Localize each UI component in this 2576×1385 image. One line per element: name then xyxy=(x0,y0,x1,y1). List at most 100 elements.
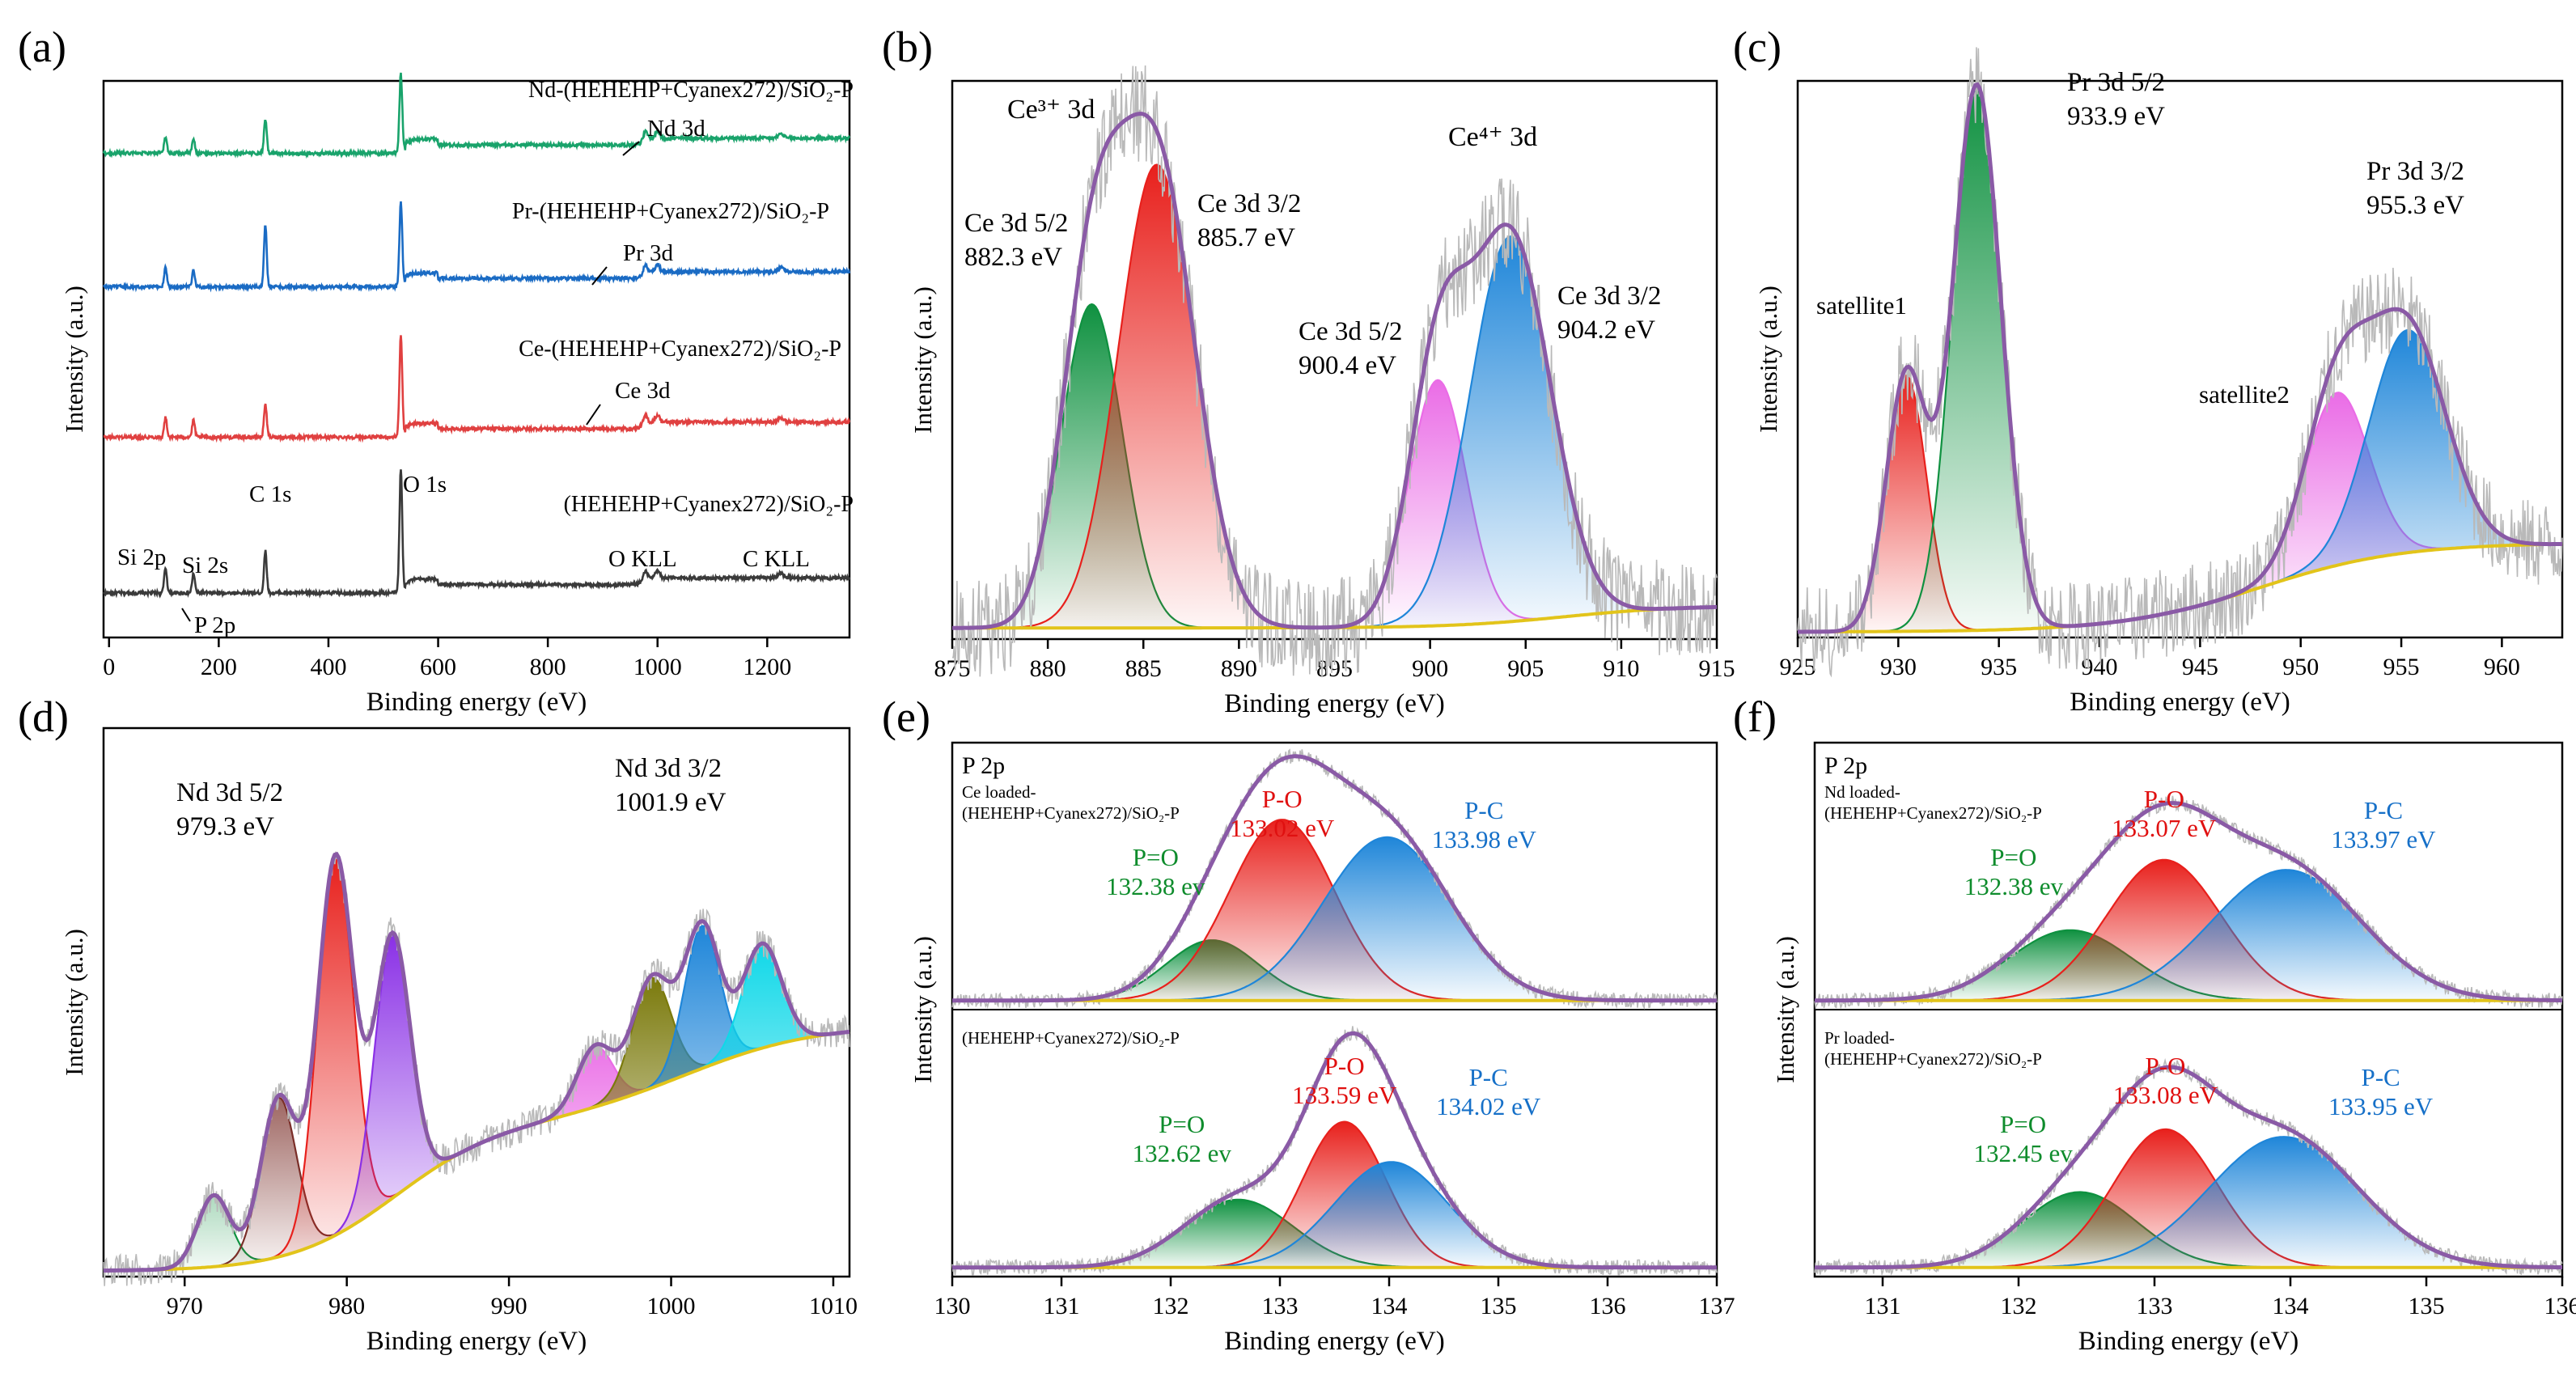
plot-frame xyxy=(102,726,851,1278)
annotation-arrow xyxy=(591,266,608,286)
panel-label-b: (b) xyxy=(882,23,933,71)
peak-annotation: C KLL xyxy=(743,546,810,572)
subplot-title: P 2p xyxy=(962,752,1005,779)
x-axis-label: Binding energy (eV) xyxy=(2070,688,2290,717)
component-name: P-O xyxy=(1324,1052,1365,1080)
component-fill-1 xyxy=(952,1121,1717,1268)
panel-label-f: (f) xyxy=(1733,692,1777,741)
peak-annotation: C 1s xyxy=(249,481,291,507)
x-tick-label: 135 xyxy=(1481,1293,1517,1319)
envelope-line xyxy=(952,112,1717,630)
x-tick-label: 1200 xyxy=(743,654,791,680)
component-fill-1 xyxy=(952,164,1717,629)
panel-label-c: (c) xyxy=(1733,23,1782,71)
component-name: P=O xyxy=(2000,1110,2046,1138)
panel-c: (c) 925 930 935 940 945 950 955 960 Binding energ… xyxy=(1733,23,2564,717)
y-axis-label: Intensity (a.u.) xyxy=(1754,286,1782,433)
envelope-line xyxy=(104,851,850,1273)
series-line-0 xyxy=(102,469,851,599)
x-tick-label: 955 xyxy=(2383,654,2420,680)
x-tick-label: 970 xyxy=(167,1293,203,1319)
x-tick-label: 905 xyxy=(1507,655,1544,682)
component-name: P=O xyxy=(1133,843,1179,871)
component-fill-2 xyxy=(1815,870,2562,1001)
peak-annotation: Ce 3d xyxy=(615,378,671,404)
x-tick-label: 137 xyxy=(1699,1293,1735,1319)
x-tick-label: 875 xyxy=(934,655,971,682)
x-tick-label: 600 xyxy=(420,654,456,680)
y-axis-label: Intensity (a.u.) xyxy=(909,286,937,434)
series-label: Nd-(HEHEHP+Cyanex272)/SiO₂-P xyxy=(528,78,854,103)
component-value: 132.38 ev xyxy=(1964,872,2064,900)
component-fill-1 xyxy=(104,1031,849,1271)
x-tick-label: 200 xyxy=(201,654,237,680)
envelope-line xyxy=(952,754,1717,1003)
plot-frame xyxy=(1796,79,2564,639)
component-name: P-C xyxy=(1469,1063,1508,1091)
peak-label: 885.7 eV xyxy=(1197,223,1295,252)
peak-annotation: Si 2s xyxy=(182,553,228,578)
component-fill-0 xyxy=(1798,375,2562,632)
x-tick-label: 400 xyxy=(310,654,346,680)
panel-f: (f) 131 132 133 134 135 136 Binding energy (eV)… xyxy=(1733,692,2576,1356)
component-value: 132.38 ev xyxy=(1106,872,1205,900)
x-axis-label: Binding energy (eV) xyxy=(366,688,587,717)
x-tick-label: 134 xyxy=(2273,1293,2309,1319)
label-ce4: Ce⁴⁺ 3d xyxy=(1448,122,1537,152)
x-tick-label: 910 xyxy=(1603,655,1639,682)
component-value: 133.98 eV xyxy=(1432,825,1537,853)
panel-label-e: (e) xyxy=(882,692,930,741)
x-tick-label: 131 xyxy=(1044,1293,1080,1319)
x-axis-label: Binding energy (eV) xyxy=(366,1327,587,1356)
peak-label: 979.3 eV xyxy=(176,812,274,841)
x-tick-label: 130 xyxy=(934,1293,971,1319)
peak-label: Ce 3d 3/2 xyxy=(1557,282,1661,311)
peak-annotation: P 2p xyxy=(194,612,235,638)
y-axis-label: Intensity (a.u.) xyxy=(60,929,88,1076)
x-tick-label: 935 xyxy=(1981,654,2017,680)
sample-label: (HEHEHP+Cyanex272)/SiO₂-P xyxy=(1824,1049,2042,1069)
component-fill-0 xyxy=(1815,1192,2562,1268)
x-tick-label: 880 xyxy=(1030,655,1066,682)
x-tick-label: 0 xyxy=(103,654,115,680)
plot-frame xyxy=(102,79,851,639)
component-name: P=O xyxy=(1990,843,2036,871)
x-axis-label: Binding energy (eV) xyxy=(1224,689,1445,718)
x-tick-label: 885 xyxy=(1125,655,1162,682)
x-tick-label: 925 xyxy=(1780,654,1816,680)
component-name: P-O xyxy=(2144,785,2184,813)
x-tick-label: 136 xyxy=(1590,1293,1626,1319)
annotation-arrow xyxy=(586,404,601,426)
x-tick-label: 980 xyxy=(328,1293,365,1319)
component-value: 133.97 eV xyxy=(2331,825,2436,853)
component-name: P-C xyxy=(2361,1063,2400,1091)
x-tick-label: 960 xyxy=(2484,654,2520,680)
x-tick-label: 900 xyxy=(1412,655,1448,682)
series-label: (HEHEHP+Cyanex272)/SiO₂-P xyxy=(564,492,854,517)
x-tick-label: 132 xyxy=(2001,1293,2037,1319)
x-tick-label: 950 xyxy=(2282,654,2319,680)
component-fill-1 xyxy=(1815,1129,2562,1268)
component-value: 133.95 eV xyxy=(2328,1092,2434,1120)
subplot-title: P 2p xyxy=(1824,752,1867,779)
x-axis-label: Binding energy (eV) xyxy=(2078,1327,2299,1356)
sample-label: (HEHEHP+Cyanex272)/SiO₂-P xyxy=(962,1028,1180,1048)
x-tick-label: 1000 xyxy=(633,654,682,680)
panel-e: (e) 130 131 132 133 134 135 136 137 Binding energ… xyxy=(882,692,1735,1356)
component-name: P-O xyxy=(1262,785,1303,813)
x-tick-label: 1000 xyxy=(647,1293,696,1319)
panel-a: (a) 0 200 400 600 800 1000 1200 Binding energy (… xyxy=(18,23,854,717)
peak-label: Ce 3d 5/2 xyxy=(964,209,1068,238)
component-name: P=O xyxy=(1159,1110,1205,1138)
peak-label: Nd 3d 3/2 xyxy=(615,754,722,783)
x-tick-label: 945 xyxy=(2182,654,2218,680)
x-axis-label: Binding energy (eV) xyxy=(1224,1327,1445,1356)
label-ce3: Ce³⁺ 3d xyxy=(1007,95,1095,125)
series-line-2 xyxy=(103,201,851,293)
component-value: 132.62 ev xyxy=(1133,1139,1232,1167)
x-tick-label: 132 xyxy=(1153,1293,1189,1319)
peak-label: 900.4 eV xyxy=(1299,351,1396,380)
peak-label: satellite1 xyxy=(1816,291,1907,320)
